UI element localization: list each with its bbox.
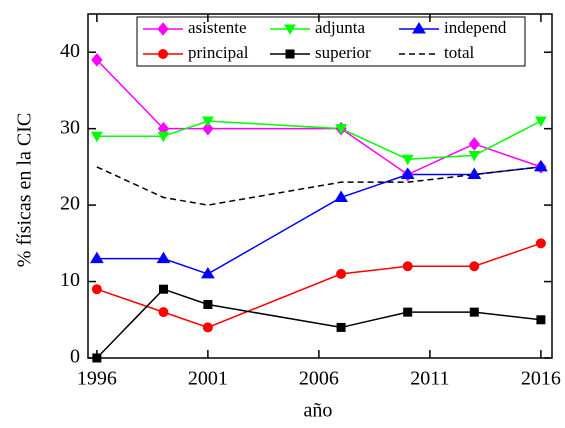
y-tick-label: 30 xyxy=(60,116,80,138)
legend-label: principal xyxy=(188,43,249,62)
marker xyxy=(203,299,213,309)
marker xyxy=(468,150,481,162)
marker xyxy=(403,307,413,317)
marker xyxy=(336,322,346,332)
marker xyxy=(469,261,480,272)
legend: asistente adjunta independ principal superio… xyxy=(136,16,526,67)
marker xyxy=(91,284,102,295)
y-tick-label: 40 xyxy=(60,40,80,62)
marker xyxy=(468,137,480,151)
marker xyxy=(400,167,415,180)
marker xyxy=(202,322,213,333)
marker xyxy=(535,238,546,249)
marker xyxy=(536,315,546,325)
marker xyxy=(89,251,104,264)
y-axis-label: % físicas en la CIC xyxy=(14,113,36,267)
marker xyxy=(202,121,214,136)
marker xyxy=(335,124,347,135)
marker xyxy=(467,167,482,180)
marker xyxy=(158,307,169,318)
marker xyxy=(156,251,171,264)
marker xyxy=(201,266,215,279)
x-tick-label: 2011 xyxy=(410,368,449,390)
marker xyxy=(401,154,414,166)
legend-label: asistente xyxy=(188,18,247,37)
marker xyxy=(402,261,413,272)
marker xyxy=(412,22,426,34)
marker xyxy=(91,131,103,143)
marker xyxy=(284,24,296,36)
y-tick-label: 20 xyxy=(60,193,80,215)
y-tick-label: 10 xyxy=(60,269,80,291)
marker xyxy=(91,53,103,67)
x-axis-label: año xyxy=(304,400,333,422)
x-tick-label: 1996 xyxy=(77,368,117,390)
marker xyxy=(534,159,548,172)
legend-label: total xyxy=(444,43,474,62)
legend-label: superior xyxy=(315,43,371,62)
series-line xyxy=(96,166,541,206)
plot-frame xyxy=(87,13,553,359)
x-tick-label: 2006 xyxy=(299,368,339,390)
marker xyxy=(202,116,214,128)
legend-label: independ xyxy=(444,18,507,37)
marker xyxy=(285,49,295,59)
marker xyxy=(469,307,479,317)
marker xyxy=(158,49,168,59)
legend-box xyxy=(136,16,526,67)
series-line xyxy=(96,288,541,359)
marker xyxy=(157,131,170,143)
marker xyxy=(158,284,168,294)
marker xyxy=(336,268,347,279)
y-tick-label: 0 xyxy=(70,346,80,368)
x-tick-label: 2016 xyxy=(521,368,561,390)
marker xyxy=(157,22,169,36)
x-tick-label: 2001 xyxy=(188,368,228,390)
marker xyxy=(535,116,547,128)
legend-label: adjunta xyxy=(315,18,365,37)
marker xyxy=(334,190,348,202)
